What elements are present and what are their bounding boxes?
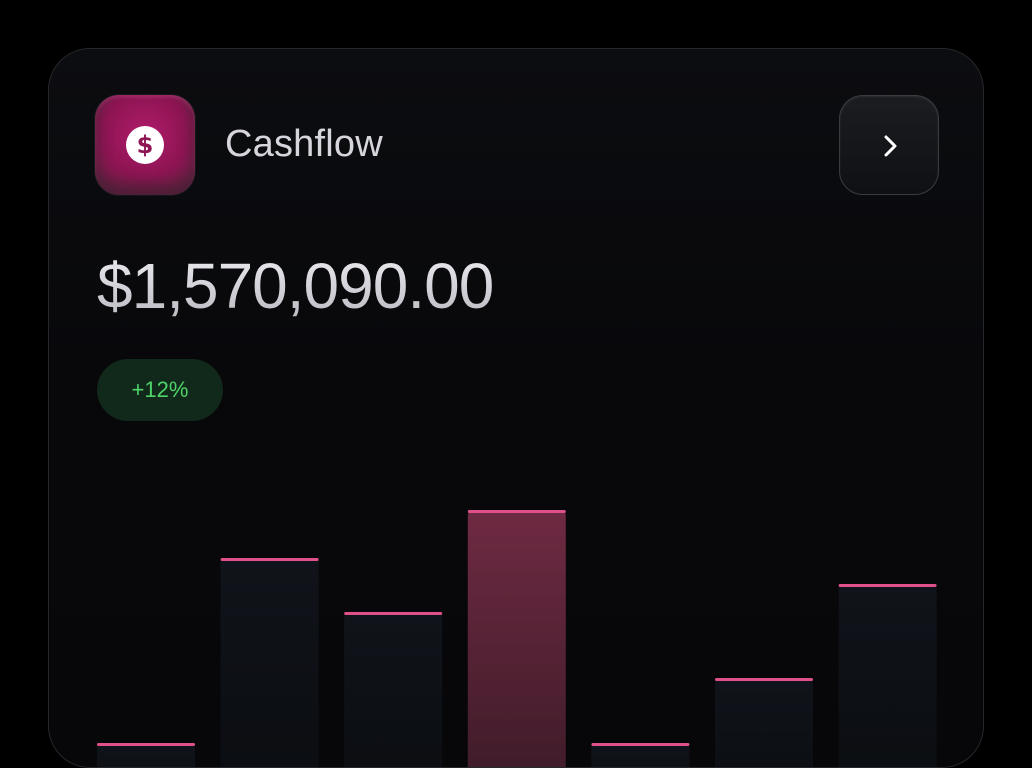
bar-cap-5 [715, 678, 813, 681]
bar-cap-1 [220, 558, 319, 561]
bar-3[interactable] [467, 511, 566, 768]
bar-cap-0 [97, 743, 195, 746]
open-details-button[interactable] [839, 95, 939, 195]
bar-cap-2 [344, 612, 443, 615]
cashflow-card: $ Cashflow $1,570,090.00 +12% [48, 48, 984, 768]
app-icon: $ [95, 95, 195, 195]
bar-4[interactable] [591, 744, 690, 768]
change-badge: +12% [97, 359, 223, 421]
bar-cap-3 [467, 510, 566, 513]
dollar-coin-icon: $ [126, 126, 164, 164]
bar-0[interactable] [97, 744, 195, 768]
cashflow-bar-chart [97, 510, 937, 768]
bar-cap-4 [591, 743, 690, 746]
bar-1[interactable] [220, 559, 319, 768]
card-title: Cashflow [225, 123, 383, 165]
bar-2[interactable] [344, 613, 443, 768]
chevron-right-icon [884, 135, 897, 157]
bar-cap-6 [838, 584, 937, 587]
bar-5[interactable] [715, 679, 813, 768]
bar-6[interactable] [838, 585, 937, 768]
cashflow-amount: $1,570,090.00 [97, 250, 494, 322]
